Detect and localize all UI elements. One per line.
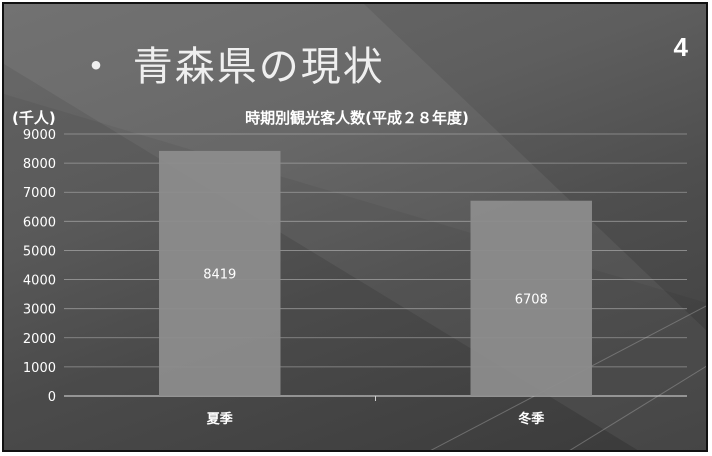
x-category-label: 冬季 <box>518 411 544 427</box>
y-tick-label: 9000 <box>23 128 56 143</box>
y-tick-label: 2000 <box>23 332 56 347</box>
y-tick-label: 5000 <box>23 244 56 259</box>
y-tick-label: 8000 <box>23 157 56 172</box>
bar-value-label: 8419 <box>203 267 236 282</box>
bar-chart: 0 1000 2000 3000 4000 5000 6000 7000 8000 9000 841… <box>23 128 687 427</box>
y-tick-label: 7000 <box>23 186 56 201</box>
bar-2 <box>470 200 592 396</box>
chart-title: 時期別観光客人数(平成２８年度) <box>245 109 469 127</box>
y-tick-label: 0 <box>48 390 56 405</box>
y-tick-label: 4000 <box>23 274 56 289</box>
y-tick-label: 1000 <box>23 361 56 376</box>
presentation-slide: ・ 青森県の現状 4 (千人) 時期別観光客人数(平成２８年度) 0 1000 20… <box>2 2 708 452</box>
y-tick-label: 3000 <box>23 303 56 318</box>
y-axis-unit-label: (千人) <box>12 109 56 127</box>
slide-title: ・ 青森県の現状 <box>76 44 385 90</box>
bar-1 <box>159 150 281 396</box>
slide-number: 4 <box>673 32 688 62</box>
y-tick-label: 6000 <box>23 215 56 230</box>
x-category-label: 夏季 <box>206 411 233 427</box>
bar-value-label: 6708 <box>515 292 548 307</box>
